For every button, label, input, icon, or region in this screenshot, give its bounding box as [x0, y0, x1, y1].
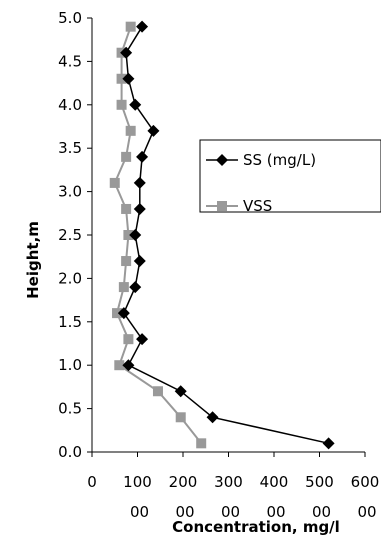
data-point-diamond — [136, 150, 149, 163]
x-tick-label-line2: 00 — [266, 503, 285, 521]
legend-marker-vss — [217, 201, 227, 211]
data-point-diamond — [147, 124, 160, 137]
x-tick-label-line2: 00 — [221, 503, 240, 521]
legend-box — [199, 139, 381, 213]
data-point-diamond — [129, 281, 142, 294]
series-layer — [109, 20, 335, 450]
data-point-diamond — [129, 229, 142, 241]
y-tick-label: 4.0 — [58, 96, 82, 114]
data-point-diamond — [129, 98, 142, 111]
data-point-square — [152, 386, 163, 397]
x-tick-label-line2: 00 — [312, 503, 331, 521]
legend: SS (mg/L) VSS — [199, 139, 381, 215]
data-point-diamond — [206, 411, 219, 424]
series-diamond — [117, 20, 335, 450]
data-point-square — [125, 21, 136, 32]
data-point-diamond — [133, 255, 146, 268]
data-point-square — [109, 177, 120, 188]
legend-item-ss: SS (mg/L) — [206, 151, 316, 169]
data-point-diamond — [136, 333, 149, 346]
x-tick-label-line2: 00 — [357, 503, 376, 521]
data-point-diamond — [122, 72, 135, 85]
data-point-square — [116, 99, 127, 110]
data-point-square — [116, 73, 127, 84]
y-tick-label: 2.5 — [58, 226, 82, 244]
data-point-square — [123, 230, 134, 240]
data-point-diamond — [133, 202, 146, 215]
x-tick-label: 500 — [305, 473, 334, 491]
data-point-diamond — [117, 307, 130, 320]
legend-label-vss: VSS — [243, 197, 272, 215]
legend-item-vss: VSS — [206, 197, 272, 215]
legend-label-ss: SS (mg/L) — [243, 151, 316, 169]
data-point-square — [121, 256, 132, 267]
x-tick-label-line2: 00 — [130, 503, 149, 521]
data-point-square — [196, 438, 207, 449]
data-point-diamond — [174, 385, 187, 398]
data-point-diamond — [136, 20, 149, 33]
data-point-diamond — [122, 359, 135, 372]
data-point-square — [175, 412, 186, 423]
legend-marker-ss — [216, 154, 228, 166]
x-tick-label: 300 — [214, 473, 243, 491]
y-tick-label: 1.0 — [58, 356, 82, 374]
y-tick-label: 1.5 — [58, 313, 82, 331]
data-point-diamond — [120, 46, 133, 59]
y-tick-label: 5.0 — [58, 9, 82, 27]
y-tick-label: 0.5 — [58, 400, 82, 418]
data-point-square — [114, 360, 125, 371]
x-tick-label: 100 — [123, 473, 152, 491]
data-point-square — [125, 125, 136, 136]
y-tick-label: 4.5 — [58, 52, 82, 70]
data-point-square — [123, 334, 134, 345]
x-ticks: 0 100 00 200 00 300 00 400 00 500 00 600 00 — [87, 452, 379, 521]
y-tick-label: 3.0 — [58, 183, 82, 201]
x-tick-label: 0 — [87, 473, 97, 491]
data-point-square — [121, 203, 132, 214]
x-tick-label: 200 — [169, 473, 198, 491]
x-tick-label: 600 — [351, 473, 380, 491]
data-point-square — [118, 282, 129, 293]
x-tick-label-line2: 00 — [175, 503, 194, 521]
data-point-square — [121, 151, 132, 162]
x-tick-label: 400 — [260, 473, 289, 491]
data-point-diamond — [322, 437, 335, 450]
y-tick-label: 3.5 — [58, 139, 82, 157]
data-point-square — [112, 308, 123, 319]
y-axis-title: Height,m — [24, 221, 42, 299]
series-square — [109, 21, 207, 449]
data-point-diamond — [133, 176, 146, 189]
x-axis-title: Concentration, mg/l — [172, 518, 340, 536]
y-tick-label: 0.0 — [58, 443, 82, 461]
y-ticks: 0.0 0.5 1.0 1.5 2.0 2.5 3.0 3.5 4.0 4.5 5.0 — [58, 9, 92, 461]
y-tick-label: 2.0 — [58, 269, 82, 287]
series-line — [122, 26, 329, 445]
